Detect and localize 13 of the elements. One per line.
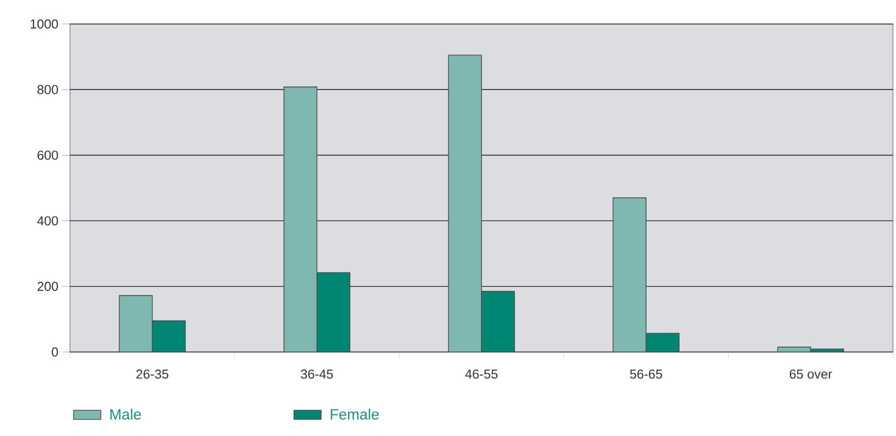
legend-label: Female — [330, 408, 379, 420]
y-tick-label: 400 — [37, 216, 58, 226]
y-tick-label: 800 — [37, 84, 58, 94]
x-tick-label: 56-65 — [630, 370, 662, 379]
y-tick-label: 1000 — [30, 19, 58, 29]
y-tick-label: 200 — [38, 282, 58, 291]
y-tick-label: 600 — [38, 150, 58, 160]
y-tick-label: 0 — [52, 347, 58, 357]
legend-label: Male — [110, 408, 141, 420]
x-tick-label: 65 over — [790, 370, 832, 379]
x-tick-label: 36-45 — [300, 370, 333, 379]
x-tick-label: 26-35 — [136, 370, 168, 379]
x-tick-label: 46-55 — [465, 370, 498, 379]
